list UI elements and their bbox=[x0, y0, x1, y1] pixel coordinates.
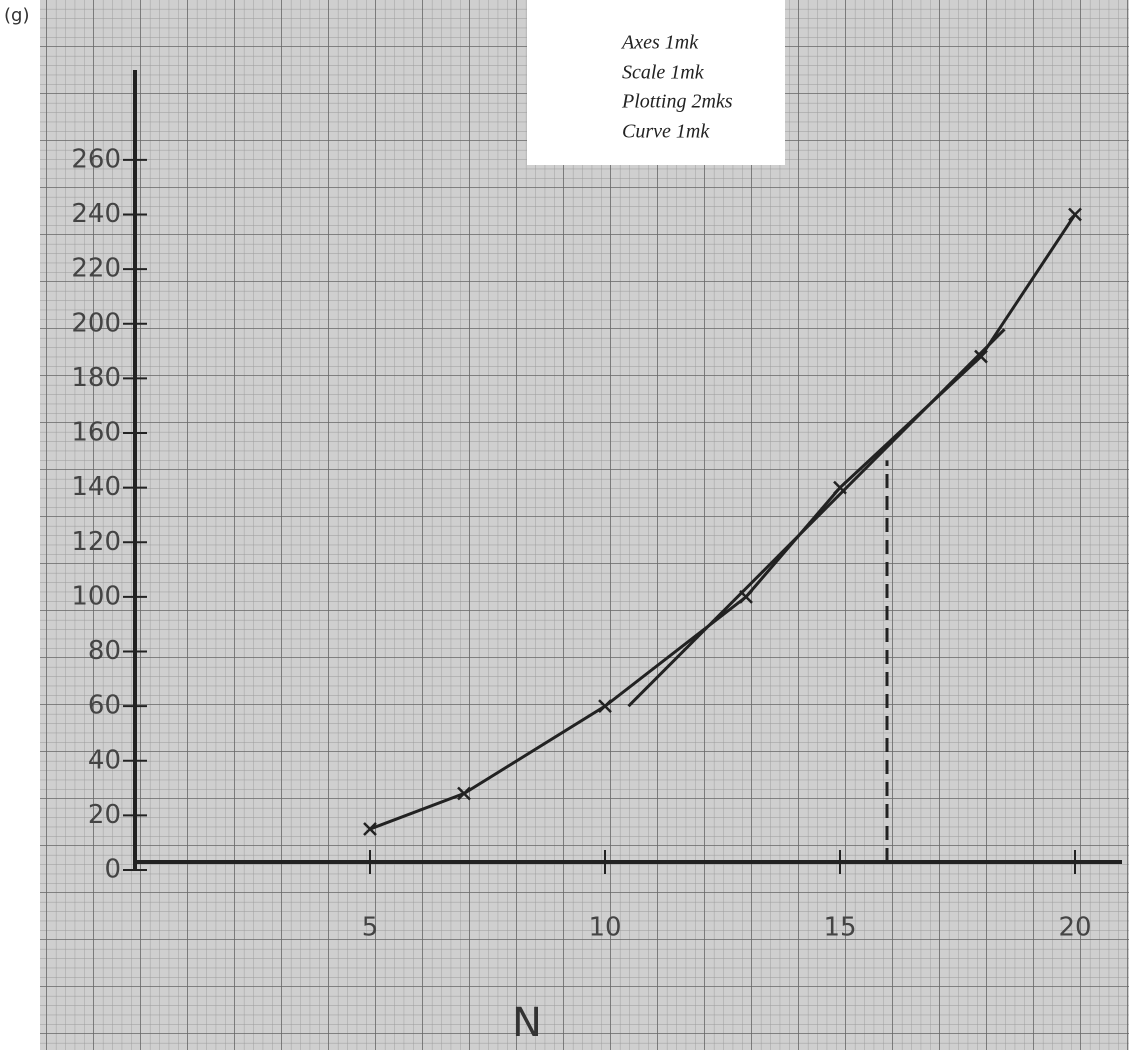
x-tick-label: 5 bbox=[362, 913, 379, 943]
y-tick-label: 260 bbox=[71, 144, 121, 174]
y-tick-label: 40 bbox=[88, 745, 121, 775]
y-tick-label: 100 bbox=[71, 581, 121, 611]
chart: (g) Axes 1mk Scale 1mk Plotting 2mks Cur… bbox=[0, 0, 1129, 1050]
x-tick-label: 10 bbox=[588, 913, 621, 943]
x-tick-label: 20 bbox=[1058, 913, 1091, 943]
x-tick-label: 15 bbox=[823, 913, 856, 943]
y-tick-label: 200 bbox=[71, 308, 121, 338]
marking-line: Curve 1mk bbox=[622, 121, 710, 143]
marking-line: Axes 1mk bbox=[620, 32, 699, 54]
marking-line: Scale 1mk bbox=[622, 62, 705, 84]
part-label: (g) bbox=[4, 5, 29, 26]
y-tick-label: 240 bbox=[71, 199, 121, 229]
marking-line: Plotting 2mks bbox=[621, 91, 733, 113]
x-axis-label: N bbox=[512, 1000, 542, 1046]
y-tick-label: 160 bbox=[71, 418, 121, 448]
y-tick-label: 220 bbox=[71, 254, 121, 284]
y-tick-label: 120 bbox=[71, 527, 121, 557]
y-tick-label: 20 bbox=[88, 800, 121, 830]
y-tick-label: 140 bbox=[71, 472, 121, 502]
y-tick-label: 80 bbox=[88, 636, 121, 666]
y-tick-label: 60 bbox=[88, 691, 121, 721]
y-tick-label: 180 bbox=[71, 363, 121, 393]
y-tick-label: 0 bbox=[104, 855, 121, 885]
